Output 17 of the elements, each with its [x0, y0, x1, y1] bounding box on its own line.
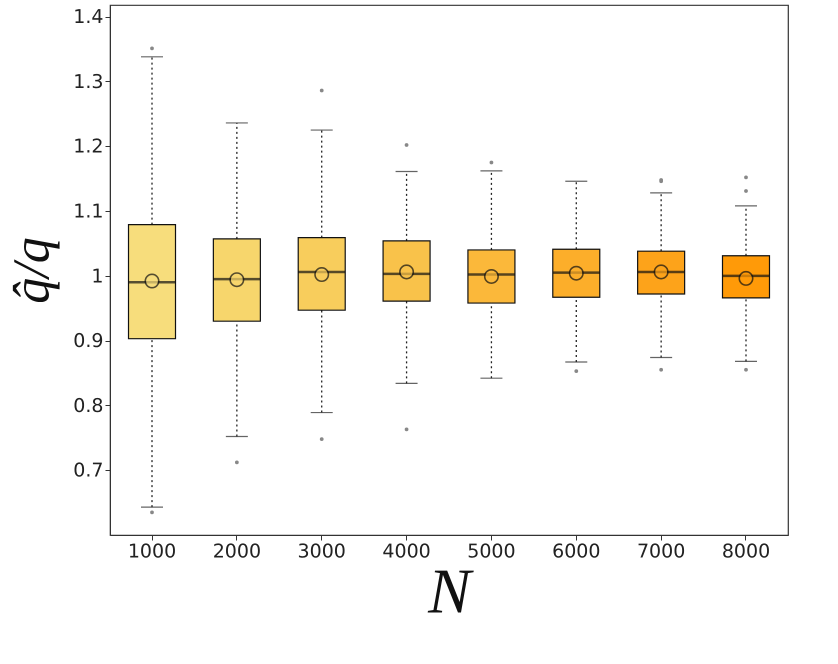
x-tick-label: 1000 [128, 540, 176, 562]
y-tick-label: 1.4 [73, 6, 104, 28]
x-tick-label: 7000 [636, 540, 686, 562]
x-tick-label: 8000 [722, 540, 770, 562]
x-tick-label: 5000 [467, 540, 516, 562]
y-tick-label: 0.8 [73, 394, 104, 417]
x-tick-label: 4000 [382, 540, 431, 562]
y-tick-label: 0.7 [73, 460, 104, 482]
y-tick-label: 1.2 [73, 136, 104, 158]
x-tick-label: 6000 [552, 540, 600, 562]
y-tick-label: 1 [91, 265, 104, 288]
y-axis-title: q̂/q [3, 237, 60, 304]
x-tick-label: 2000 [212, 540, 262, 562]
y-tick-label: 1.3 [73, 70, 104, 93]
x-tick-label: 3000 [298, 540, 346, 562]
y-tick-label: 1.1 [73, 200, 104, 223]
y-tick-label: 0.9 [73, 330, 104, 352]
